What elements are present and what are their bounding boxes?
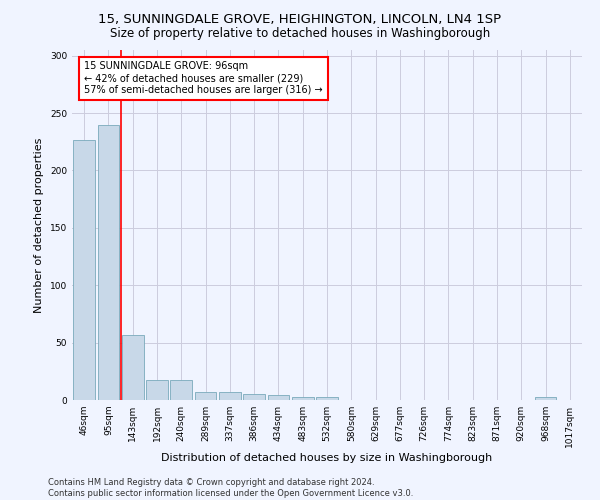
Bar [170, 380, 192, 400]
Bar [316, 396, 338, 400]
Bar [292, 396, 314, 400]
Bar [243, 394, 265, 400]
Bar [122, 334, 143, 400]
Bar [194, 392, 217, 400]
Bar [268, 396, 289, 400]
Bar [73, 140, 95, 400]
Text: Contains HM Land Registry data © Crown copyright and database right 2024.
Contai: Contains HM Land Registry data © Crown c… [48, 478, 413, 498]
Bar [535, 396, 556, 400]
X-axis label: Distribution of detached houses by size in Washingborough: Distribution of detached houses by size … [161, 452, 493, 462]
Text: Size of property relative to detached houses in Washingborough: Size of property relative to detached ho… [110, 28, 490, 40]
Text: 15, SUNNINGDALE GROVE, HEIGHINGTON, LINCOLN, LN4 1SP: 15, SUNNINGDALE GROVE, HEIGHINGTON, LINC… [98, 12, 502, 26]
Bar [146, 380, 168, 400]
Y-axis label: Number of detached properties: Number of detached properties [34, 138, 44, 312]
Bar [97, 124, 119, 400]
Text: 15 SUNNINGDALE GROVE: 96sqm
← 42% of detached houses are smaller (229)
57% of se: 15 SUNNINGDALE GROVE: 96sqm ← 42% of det… [84, 62, 323, 94]
Bar [219, 392, 241, 400]
